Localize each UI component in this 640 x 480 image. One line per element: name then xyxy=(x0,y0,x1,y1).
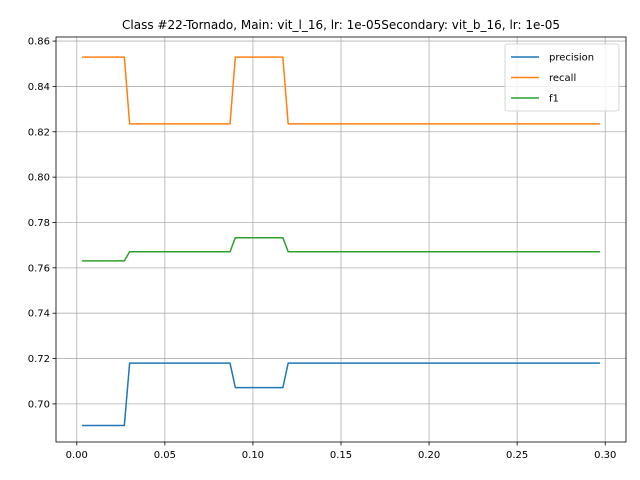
y-tick-label: 0.80 xyxy=(28,173,50,184)
x-tick-label: 0.30 xyxy=(594,450,616,461)
y-tick-label: 0.78 xyxy=(28,218,50,229)
y-tick-label: 0.76 xyxy=(28,263,50,274)
legend-label-precision: precision xyxy=(549,53,594,64)
series-layer xyxy=(82,56,600,427)
legend: precision recall f1 xyxy=(504,43,620,112)
series-line-recall xyxy=(82,56,600,125)
y-tick-label: 0.86 xyxy=(28,37,50,48)
legend-box xyxy=(504,43,620,112)
grid-lines xyxy=(56,37,626,442)
x-tick-label: 0.15 xyxy=(330,450,352,461)
x-tick-label: 0.10 xyxy=(242,450,264,461)
y-tick-label: 0.72 xyxy=(28,354,50,365)
series-line-precision xyxy=(82,362,600,427)
x-tick-label: 0.20 xyxy=(418,450,440,461)
y-tick-label: 0.74 xyxy=(28,309,50,320)
legend-label-f1: f1 xyxy=(549,94,559,105)
x-tick-label: 0.05 xyxy=(154,450,176,461)
axis-ticks: 0.00 0.05 0.10 0.15 0.20 0.25 0.30 0.70 0.72 0.74… xyxy=(28,37,617,461)
chart-title: Class #22-Tornado, Main: vit_l_16, lr: 1… xyxy=(122,18,560,32)
x-tick-label: 0.25 xyxy=(506,450,528,461)
x-tick-label: 0.00 xyxy=(66,450,88,461)
y-tick-label: 0.84 xyxy=(28,82,50,93)
y-tick-label: 0.82 xyxy=(28,127,50,138)
series-line-f1 xyxy=(82,236,600,262)
legend-label-recall: recall xyxy=(549,73,576,84)
y-tick-label: 0.70 xyxy=(28,399,50,410)
